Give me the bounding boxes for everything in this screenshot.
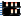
Text: b: b <box>1 8 22 16</box>
Bar <box>4 7 5 8</box>
Bar <box>4 3 5 7</box>
Polygon shape <box>9 5 13 7</box>
Polygon shape <box>9 13 13 14</box>
Polygon shape <box>14 12 18 13</box>
Text: a: a <box>1 1 21 16</box>
Bar <box>4 2 5 3</box>
Bar <box>13 7 14 8</box>
Polygon shape <box>14 4 18 5</box>
Polygon shape <box>14 9 18 12</box>
Bar <box>4 9 5 14</box>
Polygon shape <box>5 9 9 14</box>
Polygon shape <box>9 2 13 3</box>
Polygon shape <box>14 3 18 4</box>
Bar <box>13 13 14 14</box>
Polygon shape <box>9 9 13 13</box>
Polygon shape <box>14 5 18 8</box>
Polygon shape <box>14 3 18 4</box>
Polygon shape <box>5 7 9 8</box>
Bar <box>13 2 14 3</box>
Polygon shape <box>14 12 18 13</box>
Polygon shape <box>5 3 9 7</box>
Polygon shape <box>5 3 9 7</box>
Bar <box>13 9 14 13</box>
Polygon shape <box>5 2 9 3</box>
Polygon shape <box>5 9 9 14</box>
Polygon shape <box>14 2 18 3</box>
Polygon shape <box>9 9 13 14</box>
Polygon shape <box>9 8 13 9</box>
Polygon shape <box>14 4 18 5</box>
Polygon shape <box>9 13 13 14</box>
Polygon shape <box>9 9 13 13</box>
Polygon shape <box>5 9 9 14</box>
Polygon shape <box>9 7 13 8</box>
Polygon shape <box>9 5 13 7</box>
Polygon shape <box>14 8 18 9</box>
Bar <box>13 5 14 7</box>
Polygon shape <box>14 9 18 12</box>
Polygon shape <box>14 13 18 14</box>
Polygon shape <box>9 3 13 7</box>
Polygon shape <box>9 3 13 5</box>
Bar <box>13 3 14 5</box>
Polygon shape <box>9 3 13 5</box>
